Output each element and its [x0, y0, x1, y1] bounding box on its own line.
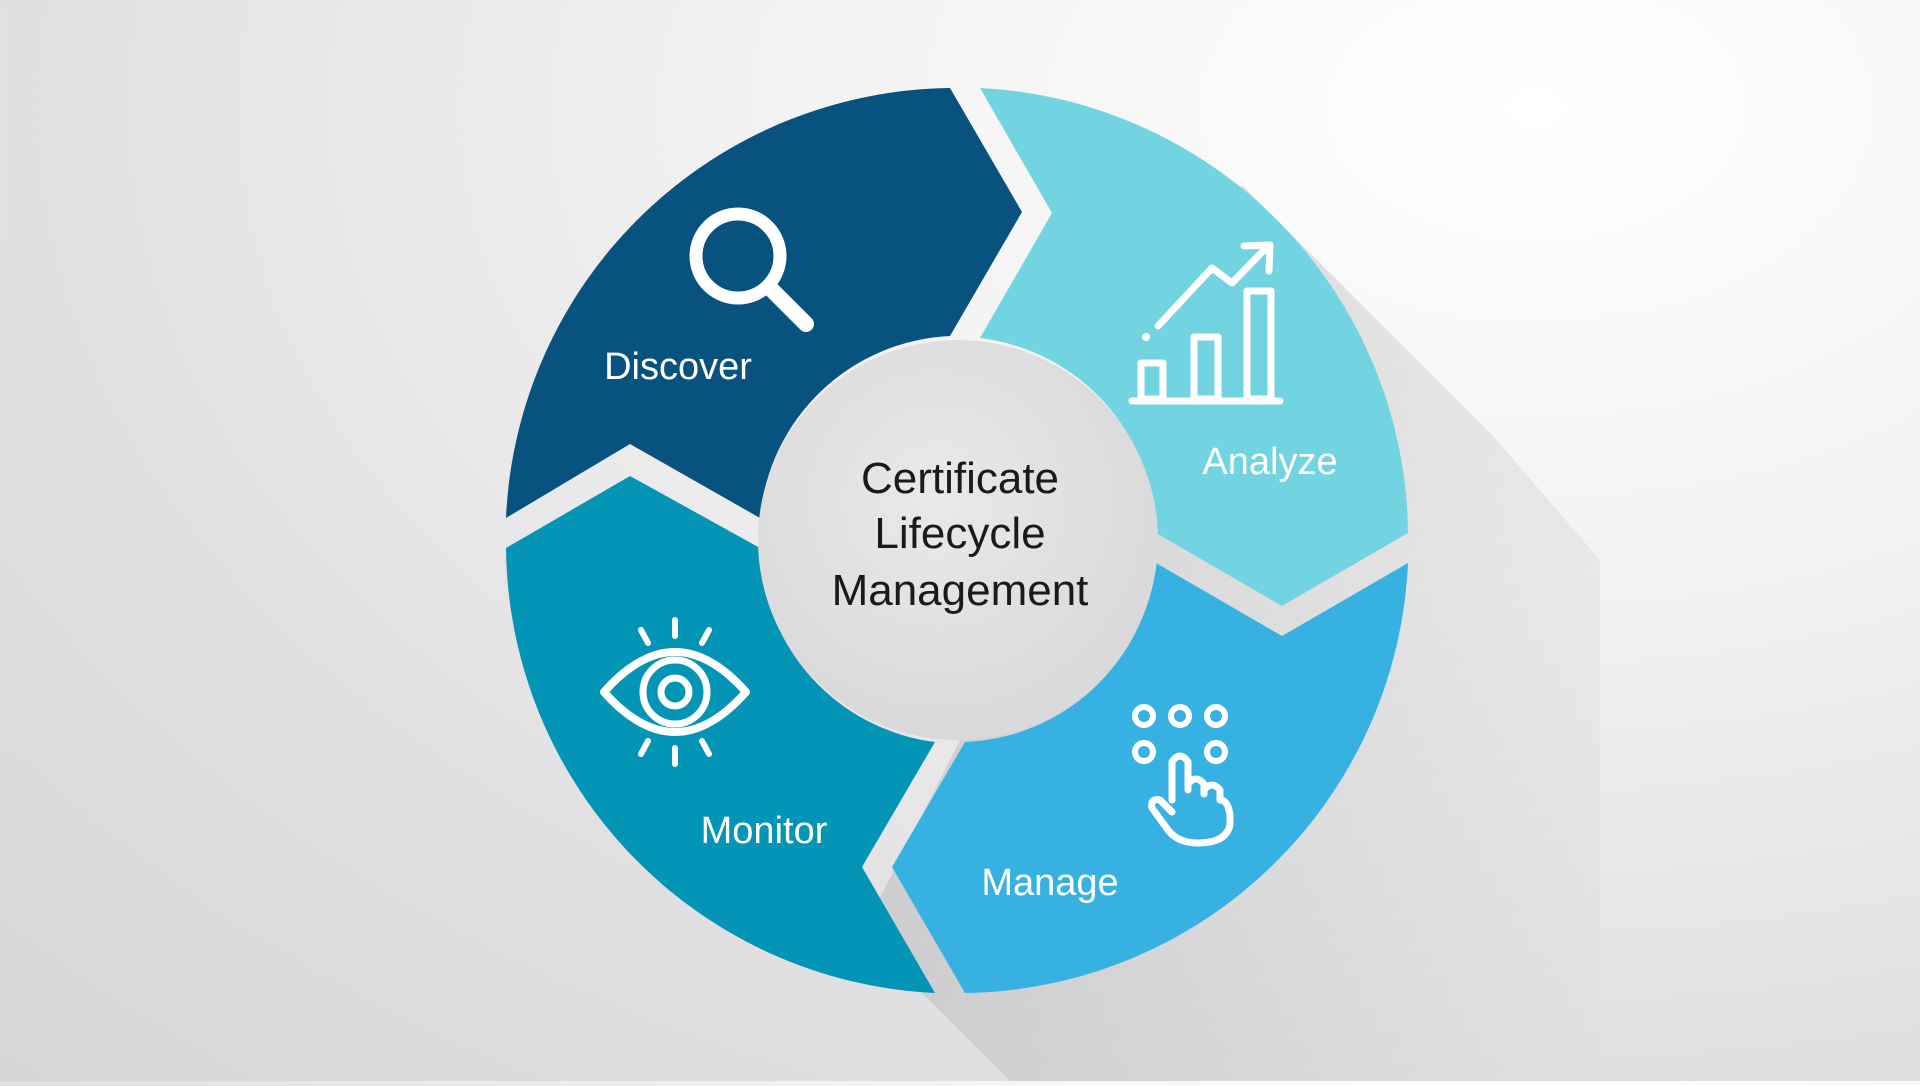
center-disc [758, 340, 1158, 740]
eye-icon [600, 617, 750, 767]
segment-monitor-label: Monitor [701, 810, 828, 852]
segment-monitor[interactable]: Monitor [506, 476, 935, 993]
chart-dot [1142, 333, 1150, 341]
growth-chart-icon [1128, 241, 1284, 405]
segment-manage-label: Manage [981, 862, 1118, 904]
segment-discover-label: Discover [604, 346, 752, 388]
center-title-line-3: Management [832, 566, 1089, 615]
segment-discover-shape [506, 88, 1022, 518]
center-title-line-1: Certificate [861, 454, 1059, 503]
segment-manage[interactable]: Manage [892, 563, 1408, 993]
magnifier-icon [689, 207, 814, 332]
segment-analyze[interactable]: Analyze [980, 88, 1408, 606]
segment-analyze-label: Analyze [1202, 441, 1337, 483]
segment-monitor-shape [506, 476, 935, 993]
center-title-line-2: Lifecycle [874, 509, 1045, 558]
segment-manage-shape [892, 563, 1408, 993]
segment-discover[interactable]: Discover [506, 88, 1022, 518]
center-hub: Certificate Lifecycle Management [758, 340, 1158, 740]
touch-keypad-icon [1132, 704, 1234, 847]
